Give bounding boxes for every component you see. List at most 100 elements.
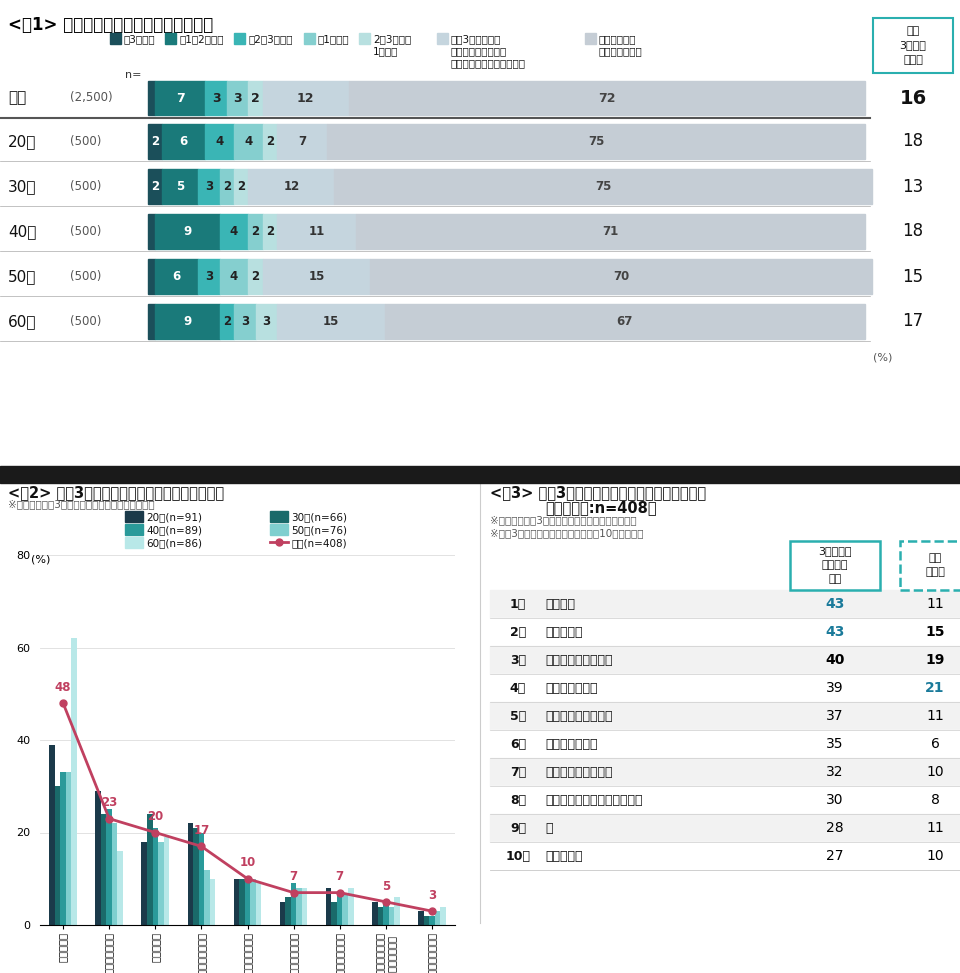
FancyBboxPatch shape (790, 541, 880, 590)
Bar (490, 674, 960, 702)
Text: 32: 32 (827, 765, 844, 779)
Bar (490, 730, 960, 758)
Text: n=: n= (126, 70, 142, 80)
Text: 2位: 2位 (510, 626, 526, 638)
Bar (198, 169, 220, 204)
Bar (372, 902, 377, 925)
Bar (291, 883, 297, 925)
Text: 40代(n=89): 40代(n=89) (146, 525, 202, 535)
Text: 月1日程度: 月1日程度 (318, 34, 349, 44)
Bar (117, 851, 123, 925)
Text: 全体: 全体 (8, 90, 26, 105)
Bar (234, 304, 255, 339)
Text: 15: 15 (925, 625, 945, 639)
Bar (490, 786, 960, 814)
Bar (359, 33, 370, 44)
Text: 19: 19 (925, 653, 945, 667)
Text: 70: 70 (613, 270, 630, 283)
Text: 7: 7 (336, 871, 344, 883)
Bar (327, 124, 865, 159)
Bar (423, 916, 429, 925)
Bar (490, 618, 960, 646)
Bar (49, 744, 55, 925)
Bar (343, 892, 348, 925)
Text: 60代(n=86): 60代(n=86) (146, 538, 202, 548)
Text: 43: 43 (826, 625, 845, 639)
Bar (156, 259, 198, 294)
Bar (220, 259, 249, 294)
Text: (2,500): (2,500) (70, 91, 112, 104)
Text: 2: 2 (252, 225, 259, 238)
Text: 39: 39 (827, 681, 844, 695)
Text: 27: 27 (827, 849, 844, 863)
Text: ※ベース：直近3か月以内に食材宅配を利用した人: ※ベース：直近3か月以内に食材宅配を利用した人 (490, 515, 636, 525)
Text: 30代(n=66): 30代(n=66) (291, 512, 347, 522)
Bar (249, 259, 263, 294)
Text: 11: 11 (926, 709, 944, 723)
Bar (55, 786, 60, 925)
Text: 米: 米 (545, 821, 553, 835)
Bar (220, 304, 234, 339)
Bar (107, 810, 112, 925)
Bar (156, 214, 220, 249)
Text: 4位: 4位 (510, 681, 526, 695)
Text: 20代: 20代 (8, 134, 36, 149)
Bar (437, 33, 447, 44)
Bar (429, 916, 435, 925)
Text: 9: 9 (183, 315, 192, 328)
Bar (490, 702, 960, 730)
Text: (%): (%) (31, 555, 50, 565)
Bar (441, 907, 445, 925)
Text: 4: 4 (229, 270, 238, 283)
Text: 7: 7 (176, 91, 184, 104)
Text: 野菜・果物: 野菜・果物 (545, 626, 583, 638)
Bar (270, 524, 288, 535)
Text: (500): (500) (70, 180, 102, 193)
Text: 60代: 60代 (8, 314, 36, 329)
Text: 利用していないが、: 利用していないが、 (451, 46, 507, 56)
Text: 40代: 40代 (8, 224, 36, 239)
Bar (71, 638, 77, 925)
Text: 5: 5 (176, 180, 184, 193)
Text: 18: 18 (902, 132, 924, 151)
Bar (234, 124, 263, 159)
Bar (198, 259, 220, 294)
Text: ※直近3か月間に購入した商品の上位10項目を抜粋: ※直近3か月間に購入した商品の上位10項目を抜粋 (490, 528, 643, 538)
Text: 10: 10 (926, 765, 944, 779)
Text: 4: 4 (216, 135, 224, 148)
Text: 1日程度: 1日程度 (372, 46, 398, 56)
Text: 5位: 5位 (510, 709, 526, 723)
Text: 37: 37 (827, 709, 844, 723)
Text: 7: 7 (290, 871, 298, 883)
Text: 6位: 6位 (510, 738, 526, 750)
Text: 肉（加工品を含む）: 肉（加工品を含む） (545, 709, 612, 723)
Bar (153, 828, 158, 925)
Bar (66, 773, 71, 925)
Text: 3: 3 (262, 315, 271, 328)
Bar (101, 814, 107, 925)
Bar (389, 907, 395, 925)
Text: 2: 2 (252, 91, 260, 104)
Bar (331, 902, 337, 925)
Text: 2: 2 (252, 270, 259, 283)
Text: 15: 15 (323, 315, 339, 328)
Text: (500): (500) (70, 270, 102, 283)
Bar (187, 823, 193, 925)
Text: 30代: 30代 (8, 179, 36, 194)
Text: 20代(n=91): 20代(n=91) (146, 512, 202, 522)
Text: 定期
購入品: 定期 購入品 (925, 554, 945, 578)
Text: <図1> 食材宅配の利用頻度（単一回答）: <図1> 食材宅配の利用頻度（単一回答） (8, 16, 213, 34)
Text: (500): (500) (70, 135, 102, 148)
Text: 7位: 7位 (510, 766, 526, 778)
Bar (204, 870, 209, 925)
Text: （複数回答:n=408）: （複数回答:n=408） (545, 500, 657, 515)
Text: 2: 2 (237, 180, 245, 193)
Text: 17: 17 (902, 312, 924, 331)
Text: 月2～3日程度: 月2～3日程度 (249, 34, 293, 44)
Text: したことはない: したことはない (599, 46, 642, 56)
Text: 牛乳など乳製品: 牛乳など乳製品 (545, 681, 597, 695)
Text: 9: 9 (183, 225, 192, 238)
Bar (490, 646, 960, 674)
Text: 菓子・スイーツ: 菓子・スイーツ (545, 738, 597, 750)
Bar (158, 842, 163, 925)
